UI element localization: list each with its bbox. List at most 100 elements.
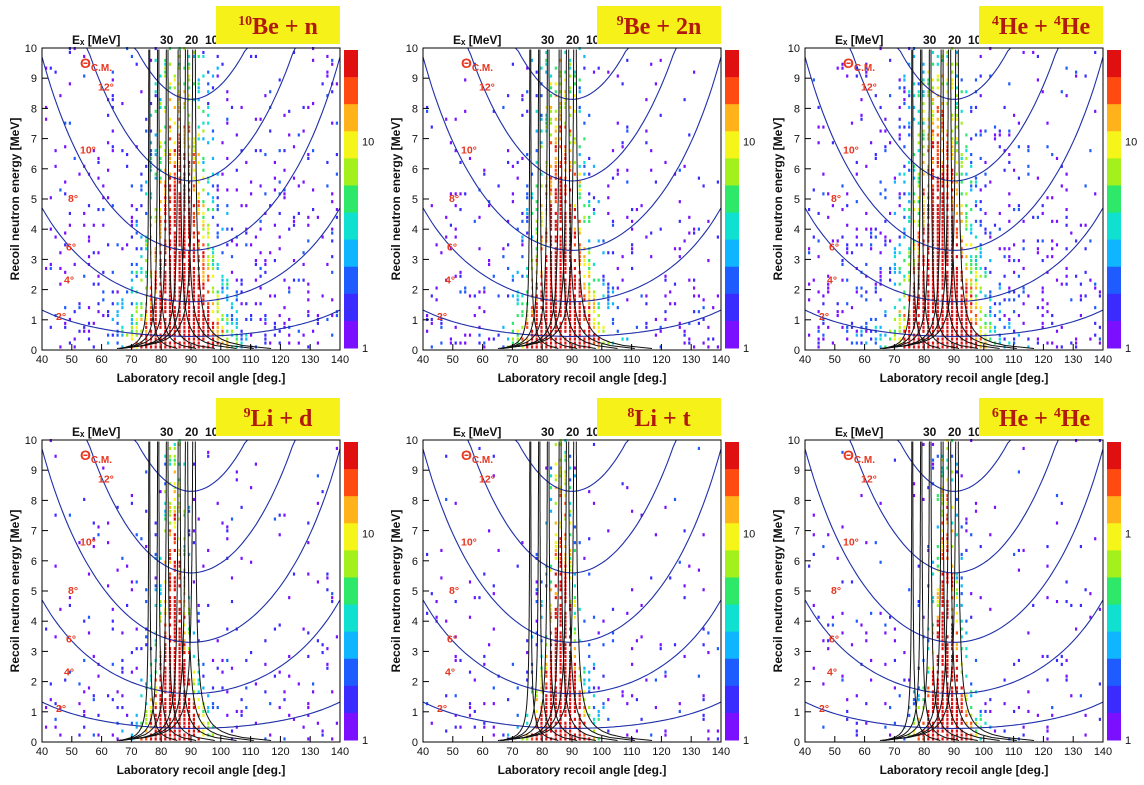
heatmap-bin [168,82,172,86]
heatmap-bin [898,196,901,200]
heatmap-bin [145,329,148,333]
heatmap-bin [197,196,200,200]
heatmap-bin [970,184,973,188]
heatmap-bin [564,651,567,655]
ex-curve [179,49,237,349]
heatmap-bin [83,329,86,333]
heatmap-bin [230,729,234,733]
heatmap-bin [502,345,505,349]
heatmap-bin [993,329,997,333]
y-tick-label: 9 [794,73,800,85]
heatmap-bin [535,552,538,556]
heatmap-bin [588,490,591,494]
heatmap-bin [827,623,830,627]
heatmap-bin [188,294,191,298]
heatmap-bin [941,172,944,176]
heatmap-bin [121,694,124,698]
heatmap-bin [611,176,615,180]
heatmap-bin [516,270,519,274]
colorbar-segment [725,523,739,551]
heatmap-bin [554,270,557,274]
heatmap-bin [473,725,476,729]
heatmap-bin [468,333,472,337]
heatmap-bin [908,160,911,164]
heatmap-bin [121,298,124,302]
heatmap-bin [573,709,576,713]
heatmap-bin [559,117,562,121]
heatmap-bin [511,192,514,196]
heatmap-bin [83,325,86,329]
heatmap-bin [573,137,576,141]
heatmap-bin [173,521,176,525]
heatmap-bin [1041,321,1044,325]
heatmap-bin [540,211,543,215]
heatmap-bin [979,333,982,337]
theta-label: 10° [461,537,477,549]
heatmap-bin [917,176,920,180]
heatmap-bin [827,639,830,643]
heatmap-bin [554,211,557,215]
heatmap-bin [230,600,234,604]
heatmap-bin [817,615,820,619]
heatmap-bin [145,270,148,274]
heatmap-bin [183,102,186,106]
heatmap-bin [998,133,1001,137]
heatmap-bin [1036,247,1039,251]
heatmap-bin [955,329,958,333]
heatmap-bin [903,337,906,341]
heatmap-bin [979,337,982,341]
y-tick-label: 3 [31,646,37,658]
heatmap-bin [168,227,172,231]
heatmap-bin [908,247,911,251]
heatmap-bin [578,172,581,176]
heatmap-bin [312,682,315,686]
heatmap-bin [488,529,491,533]
heatmap-bin [931,188,935,192]
heatmap-bin [707,729,710,733]
heatmap-bin [554,694,557,698]
heatmap-bin [827,215,830,219]
heatmap-bin [664,670,667,674]
heatmap-bin [230,227,234,231]
heatmap-bin [922,231,925,235]
heatmap-bin [955,227,958,231]
heatmap-bin [554,164,557,168]
theta-curve-3 [422,448,722,643]
heatmap-bin [164,670,167,674]
heatmap-bin [149,709,153,713]
heatmap-bin [870,231,873,235]
heatmap-bin [226,286,229,290]
heatmap-bin [154,133,157,137]
heatmap-bin [335,635,338,639]
heatmap-bin [207,306,210,310]
ex-value: 30 [160,33,174,47]
heatmap-bin [578,694,581,698]
heatmap-bin [197,682,200,686]
heatmap-bin [578,153,581,157]
heatmap-bin [602,643,605,647]
heatmap-bin [860,243,863,247]
heatmap-bin [192,235,195,239]
heatmap-bin [178,156,181,160]
theta-label: 12° [861,81,877,93]
heatmap-bin [1098,341,1101,345]
heatmap-bin [149,113,153,117]
heatmap-bin [545,58,548,62]
heatmap-bin [530,321,534,325]
heatmap-bin [164,105,167,109]
heatmap-bin [970,262,973,266]
heatmap-bin [569,706,572,710]
heatmap-bin [168,160,172,164]
heatmap-bin [1017,314,1020,318]
heatmap-bin [569,74,572,78]
heatmap-bin [211,686,215,690]
heatmap-bin [164,490,167,494]
heatmap-bin [936,188,939,192]
heatmap-bin [149,153,153,157]
heatmap-bin [559,596,562,600]
heatmap-bin [183,709,186,713]
x-tick-label: 120 [652,354,670,366]
heatmap-bin [202,50,205,54]
heatmap-bin [559,239,562,243]
heatmap-bin [559,329,562,333]
